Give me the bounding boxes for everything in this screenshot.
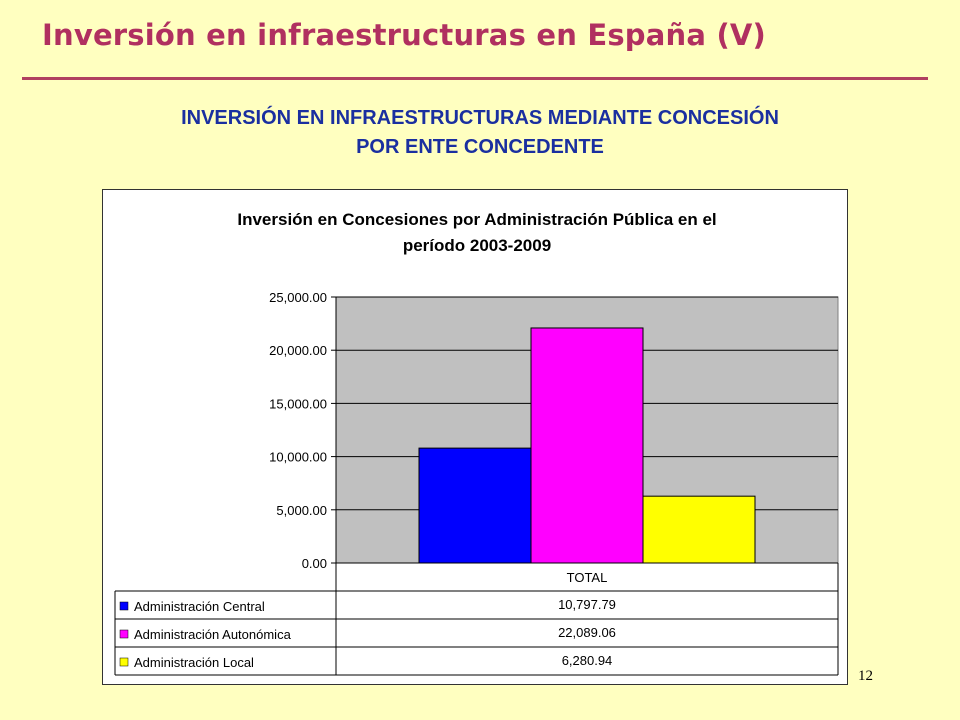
legend-key-1: [119, 601, 129, 611]
legend-key-2: [119, 629, 129, 639]
bar-2: [530, 327, 644, 564]
legend-label-2: Administración Autonómica: [134, 627, 292, 642]
chart-title-line-1: Inversión en Concesiones por Administrac…: [237, 210, 716, 229]
bar-1: [418, 447, 532, 564]
data-value-2: 22,089.06: [558, 625, 616, 640]
y-tick-label: 20,000.00: [269, 343, 327, 358]
y-axis: 0.00 5,000.00 10,000.00 15,000.00 20,000.00 2…: [269, 290, 337, 571]
y-tick-label: 15,000.00: [269, 396, 327, 411]
subtitle-line-1: INVERSIÓN EN INFRAESTRUCTURAS MEDIANTE C…: [181, 107, 779, 129]
chart-title-line-2: período 2003-2009: [403, 236, 551, 255]
slide-subtitle: INVERSIÓN EN INFRAESTRUCTURAS MEDIANTE C…: [0, 104, 960, 162]
legend-label-1: Administración Central: [134, 599, 265, 614]
data-value-1: 10,797.79: [558, 597, 616, 612]
slide-title: Inversión en infraestructuras en España …: [42, 18, 766, 52]
bar-3: [642, 495, 756, 564]
subtitle-line-2: POR ENTE CONCEDENTE: [356, 136, 604, 158]
y-tick-label: 0.00: [302, 556, 327, 571]
legend-label-3: Administración Local: [134, 655, 254, 670]
data-value-3: 6,280.94: [562, 653, 613, 668]
bars: [418, 327, 756, 564]
data-table: TOTAL Administración Central 10,797.79 Admi…: [114, 563, 839, 676]
legend-key-3: [119, 657, 129, 667]
bar-chart: Inversión en Concesiones por Administrac…: [114, 210, 839, 676]
y-tick-label: 5,000.00: [276, 503, 327, 518]
chart-frame: Inversión en Concesiones por Administrac…: [102, 189, 848, 685]
category-label: TOTAL: [567, 570, 608, 585]
page-number: 12: [858, 668, 873, 684]
y-tick-label: 10,000.00: [269, 450, 327, 465]
y-tick-label: 25,000.00: [269, 290, 327, 305]
title-divider: [22, 77, 928, 80]
